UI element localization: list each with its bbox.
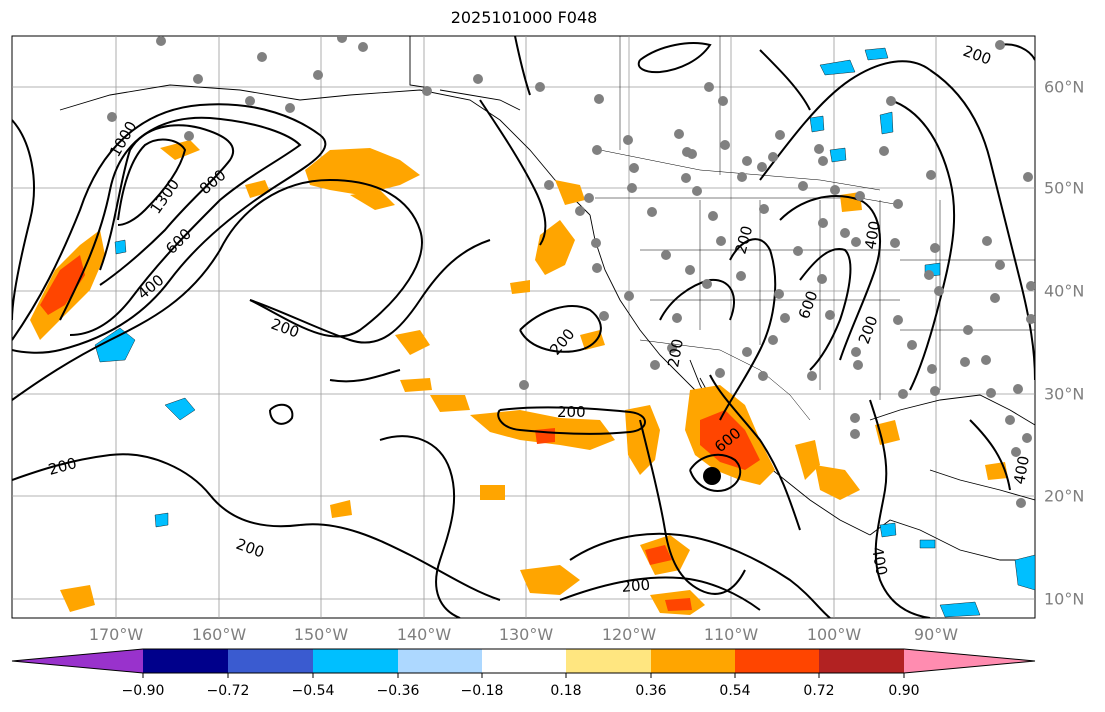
colorbar-segment [566, 649, 651, 673]
colorbar [11, 648, 1036, 678]
colorbar-tick-label: 0.90 [888, 683, 920, 699]
colorbar-tick-label: −0.36 [376, 683, 420, 699]
lat-label: 10°N [1044, 589, 1085, 609]
colorbar-tick-label: −0.54 [291, 683, 335, 699]
lon-label: 110°W [703, 625, 759, 644]
lat-label: 30°N [1044, 384, 1085, 404]
colorbar-segment [651, 649, 735, 673]
lon-label: 170°W [88, 625, 144, 644]
lon-label: 140°W [396, 625, 452, 644]
colorbar-segment [482, 649, 566, 673]
colorbar-segment [819, 649, 904, 673]
colorbar-segment [398, 649, 482, 673]
contour-label: 400 [868, 546, 891, 577]
colorbar-tick-label: 0.54 [719, 683, 751, 699]
contour-label: 200 [621, 576, 651, 596]
colorbar-segment [735, 649, 819, 673]
map-title: 2025101000 F048 [450, 8, 598, 27]
height-contours [12, 36, 1035, 618]
colorbar-segment [228, 649, 313, 673]
lon-label: 150°W [293, 625, 349, 644]
colorbar-tick-label: −0.18 [460, 683, 504, 699]
contour-label: 200 [557, 403, 586, 421]
lat-label: 60°N [1044, 77, 1085, 97]
colorbar-tick-label: 0.36 [635, 683, 667, 699]
lon-label: 160°W [191, 625, 247, 644]
station-markers [107, 36, 1035, 508]
contour-label: 400 [861, 219, 884, 250]
colorbar-left-extension [12, 649, 143, 673]
lon-label: 130°W [498, 625, 554, 644]
negative-anomaly-fills [94, 47, 1035, 618]
colorbar-segment [313, 649, 398, 673]
storm-center-marker [703, 467, 721, 485]
lon-label: 100°W [806, 625, 862, 644]
lat-label: 40°N [1044, 281, 1085, 301]
colorbar-tick-label: −0.90 [121, 683, 165, 699]
colorbar-tick-label: −0.72 [206, 683, 250, 699]
colorbar-tick-label: 0.18 [550, 683, 582, 699]
contour-label: 400 [1010, 454, 1033, 485]
colorbar-segment [143, 649, 228, 673]
colorbar-tick-label: 0.72 [803, 683, 835, 699]
lat-label: 20°N [1044, 486, 1085, 506]
lon-label: 120°W [601, 625, 657, 644]
contour-label: 200 [664, 337, 687, 368]
colorbar-right-extension [904, 649, 1035, 673]
lon-label: 90°W [913, 625, 959, 644]
lat-label: 50°N [1044, 178, 1085, 198]
